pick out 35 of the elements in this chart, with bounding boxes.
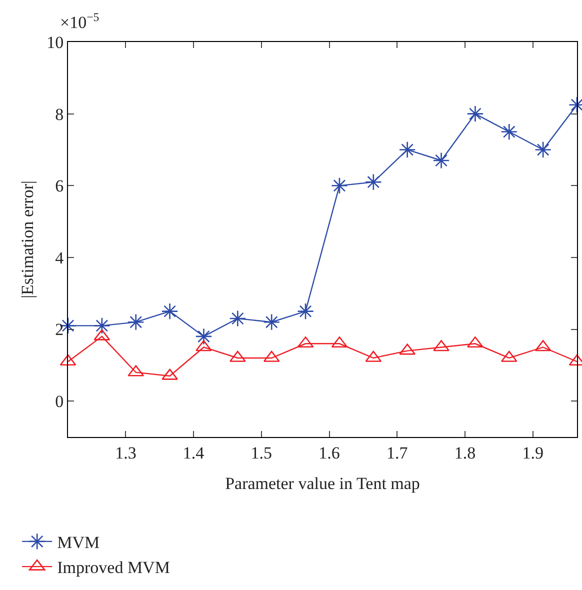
point — [398, 141, 416, 158]
x-tick-label: 1.5 — [250, 443, 272, 462]
text: ×10$^{−5}$ — [60, 10, 100, 32]
y-tick-label: 0 — [55, 392, 64, 412]
point — [297, 336, 314, 348]
x-tick-label: 1.4 — [182, 443, 205, 462]
point — [331, 177, 348, 194]
x-tick-label: 1.8 — [454, 443, 476, 462]
legend-label: Improved MVM — [57, 558, 170, 578]
y-tick-label: 4 — [55, 248, 64, 268]
x-tick-label: 1.7 — [386, 443, 408, 462]
point — [93, 317, 110, 334]
y-tick-label: 10 — [46, 32, 64, 52]
point — [467, 336, 484, 348]
y-tick-label: 6 — [55, 176, 64, 196]
point — [466, 105, 484, 122]
point — [432, 152, 450, 169]
y-axis-title: |Estimation error| — [18, 180, 38, 298]
y-tick-label: 8 — [55, 104, 64, 124]
point — [263, 314, 280, 331]
point — [229, 310, 246, 327]
point — [500, 123, 518, 140]
point — [195, 328, 212, 345]
point — [364, 174, 382, 190]
legend-label: MVM — [57, 533, 100, 552]
point — [161, 302, 178, 320]
x-axis-title: Parameter value in Tent map — [225, 474, 420, 493]
point — [534, 141, 552, 158]
point — [127, 314, 144, 331]
x-tick-label: 1.3 — [115, 443, 136, 462]
y-tick-label: 2 — [55, 320, 64, 340]
x-tick-label: 1.9 — [522, 443, 544, 462]
x-tick-label: 1.6 — [318, 443, 340, 462]
point — [331, 336, 348, 348]
point — [297, 302, 314, 320]
